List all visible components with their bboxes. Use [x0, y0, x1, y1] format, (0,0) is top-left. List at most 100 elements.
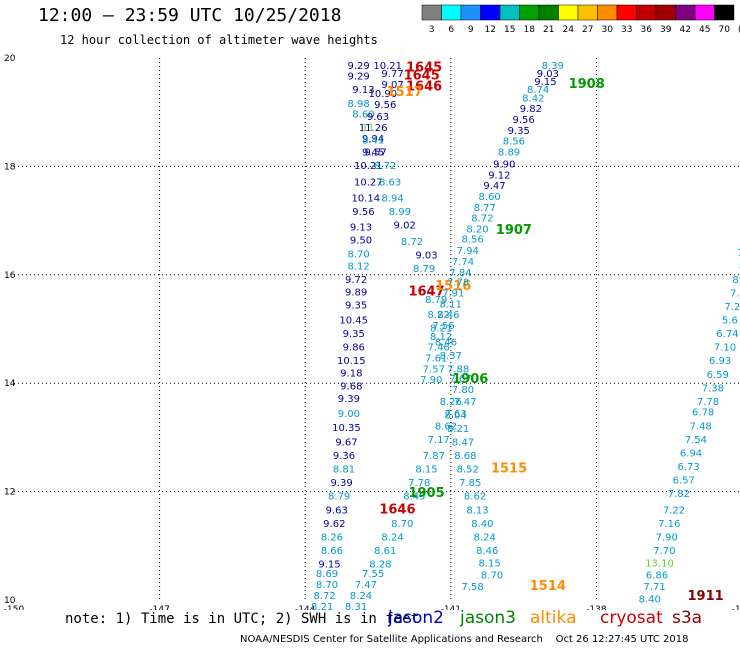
wave-height-label: 8.40	[471, 519, 493, 530]
wave-height-label: 7.71	[644, 582, 666, 593]
wave-height-label: 7.57	[423, 364, 445, 375]
wave-height-label: 7.38	[702, 383, 724, 394]
footer-credit: NOAA/NESDIS Center for Satellite Applica…	[240, 634, 689, 645]
wave-height-label: 9.72	[345, 275, 367, 286]
wave-height-label: 8.04	[445, 410, 467, 421]
wave-height-label: 9.13	[350, 222, 372, 233]
wave-height-label: 9.67	[335, 438, 357, 449]
wave-height-label: 9.02	[394, 221, 416, 232]
wave-height-label: 11.26	[359, 123, 388, 134]
wave-height-label: 9.36	[333, 451, 355, 462]
wave-height-label: 9.57	[364, 148, 386, 159]
wave-height-label: 9.03	[537, 69, 559, 80]
wave-height-label: 8.45	[403, 492, 425, 503]
wave-height-label: 7.47	[454, 397, 476, 408]
time-label: 1911	[688, 589, 724, 604]
chart-plot: -150 -147 -144 -141 -138 -135 10 12 14 16 18 20 9.29…	[4, 54, 740, 610]
colorbar-label: 39	[660, 25, 672, 35]
wave-height-label: 8.46	[435, 337, 457, 348]
wave-height-label: 9.18	[340, 369, 362, 380]
wave-height-label: 7.85	[459, 478, 481, 489]
colorbar-unit: (ft)	[738, 25, 740, 35]
wave-height-label: 9.47	[483, 181, 505, 192]
wave-height-label: 6.73	[677, 462, 699, 473]
wave-height-label: 8.	[732, 275, 740, 286]
wave-height-label: 8.12	[430, 332, 452, 343]
wave-height-label: 7.63	[445, 409, 467, 420]
wave-height-label: 8.39	[542, 61, 564, 72]
wave-height-label: 9.94	[362, 134, 384, 145]
x-tick-label: -141	[441, 605, 461, 610]
wave-height-label: 6.57	[673, 475, 695, 486]
wave-height-label: 8.20	[466, 225, 488, 236]
legend-entry-s3a: s3a	[672, 608, 703, 628]
wave-height-label: 7.91	[442, 288, 464, 299]
wave-height-label: 8.13	[466, 505, 488, 516]
wave-height-label: 9.35	[508, 126, 530, 137]
x-tick-label: -135	[732, 605, 740, 610]
wave-height-label: 10.90	[369, 89, 398, 100]
wave-height-label: 8.63	[379, 177, 401, 188]
time-label: 1907	[496, 223, 532, 238]
wave-height-label: 6.93	[709, 356, 731, 367]
wave-height-label: 8.69	[316, 569, 338, 580]
x-tick-label: -150	[4, 605, 25, 610]
wave-height-label: 8.21	[430, 324, 452, 335]
wave-height-label: 9.39	[338, 394, 360, 405]
wave-height-label: 7.10	[714, 343, 736, 354]
wave-height-label: 8.24	[474, 532, 496, 543]
colorbar-label: 30	[602, 25, 614, 35]
wave-height-label: 10.21	[354, 161, 383, 172]
wave-height-label: 7.58	[462, 582, 484, 593]
wave-height-label: 10.27	[354, 177, 383, 188]
wave-height-label: 9.13	[352, 85, 374, 96]
wave-height-label: 8.46	[476, 546, 498, 557]
wave-height-label: 7.47	[355, 580, 377, 591]
wave-height-label: 9.39	[330, 478, 352, 489]
colorbar-label: 12	[485, 25, 496, 35]
wave-height-label: 8.79	[425, 295, 447, 306]
colorbar-label: 36	[641, 25, 653, 35]
wave-height-label: 8.21	[447, 424, 469, 435]
colorbar-swatch	[714, 4, 735, 21]
wave-height-label: 7.46	[428, 343, 450, 354]
time-label: 1908	[569, 77, 605, 92]
wave-height-label: 11	[362, 123, 375, 134]
wave-height-label: 9.29	[347, 61, 369, 72]
wave-height-label: 8.15	[478, 558, 500, 569]
wave-height-label: 8.31	[345, 602, 367, 610]
wave-height-label: 7.82	[668, 489, 690, 500]
wave-height-label: 9.50	[350, 235, 372, 246]
wave-height-label: 8	[739, 261, 740, 272]
wave-height-label: 7.48	[690, 421, 712, 432]
wave-height-label: 8.22	[428, 310, 450, 321]
time-label: 1647	[408, 284, 444, 299]
time-label: 1516	[435, 279, 471, 294]
wave-height-label: 7.56	[432, 321, 454, 332]
wave-height-label: 8.24	[381, 532, 403, 543]
wave-height-label: 8.77	[474, 203, 496, 214]
footnote: note: 1) Time is in UTC; 2) SWH is in fe…	[65, 611, 420, 627]
legend-entry-cryosat: cryosat	[600, 608, 663, 628]
wave-height-label: 7.	[737, 248, 740, 259]
colorbar-label: 70	[719, 25, 731, 35]
wave-height-label: 8.70	[481, 570, 503, 581]
wave-height-label: 8.56	[462, 234, 484, 245]
wave-height-label: 10.14	[352, 194, 381, 205]
wave-height-label: 9.35	[343, 329, 365, 340]
time-label: 1905	[408, 486, 444, 501]
title: 12:00 – 23:59 UTC 10/25/2018	[38, 5, 342, 26]
colorbar-label: 45	[699, 25, 710, 35]
wave-height-label: 7.94	[457, 246, 479, 257]
wave-height-label: 9.63	[326, 505, 348, 516]
wave-height-label: 9.63	[367, 112, 389, 123]
wave-height-label: 9.77	[381, 69, 403, 80]
wave-height-label: 7.22	[663, 505, 685, 516]
wave-height-label: 8.28	[369, 559, 391, 570]
wave-height-label: 6.78	[692, 408, 714, 419]
wave-height-label: 8.47	[452, 438, 474, 449]
time-label: 1517	[387, 85, 423, 100]
wave-height-label: 9.07	[381, 80, 403, 91]
wave-height-label: 7.78	[447, 278, 469, 289]
